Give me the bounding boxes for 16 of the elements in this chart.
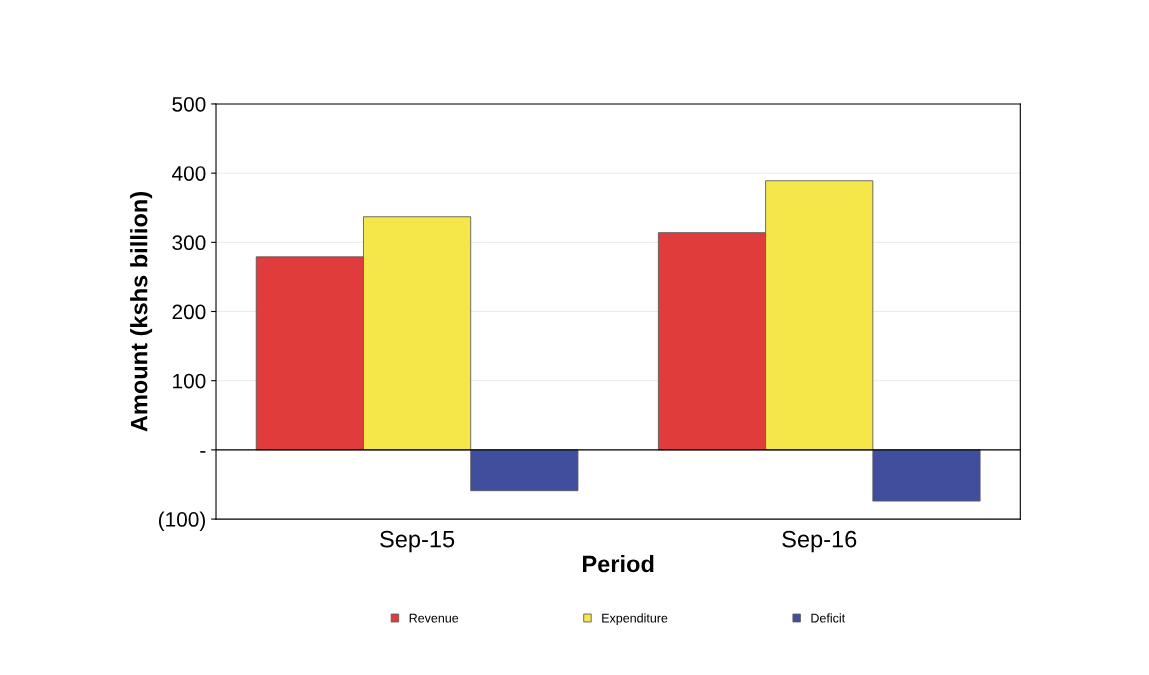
y-tick-label: - — [200, 451, 206, 453]
legend-label: Expenditure — [602, 613, 668, 625]
legend-label: Revenue — [409, 613, 459, 623]
y-tick-label: 100 — [173, 373, 206, 389]
y-axis-title: Amount (kshs billion) — [130, 192, 153, 432]
x-tick-label: Sep-15 — [380, 530, 455, 553]
y-tick-label: 400 — [172, 166, 206, 181]
y-tick-label: 300 — [172, 235, 206, 251]
y-tick-label: 200 — [172, 304, 206, 320]
bar — [872, 449, 981, 502]
x-tick-label: Sep-16 — [782, 530, 857, 553]
y-tick-label: 500 — [172, 96, 206, 112]
y-tick-label: (100) — [158, 511, 205, 531]
x-axis-title: Period — [583, 554, 654, 573]
bar — [470, 449, 579, 492]
legend-label: Deficit — [811, 613, 846, 623]
